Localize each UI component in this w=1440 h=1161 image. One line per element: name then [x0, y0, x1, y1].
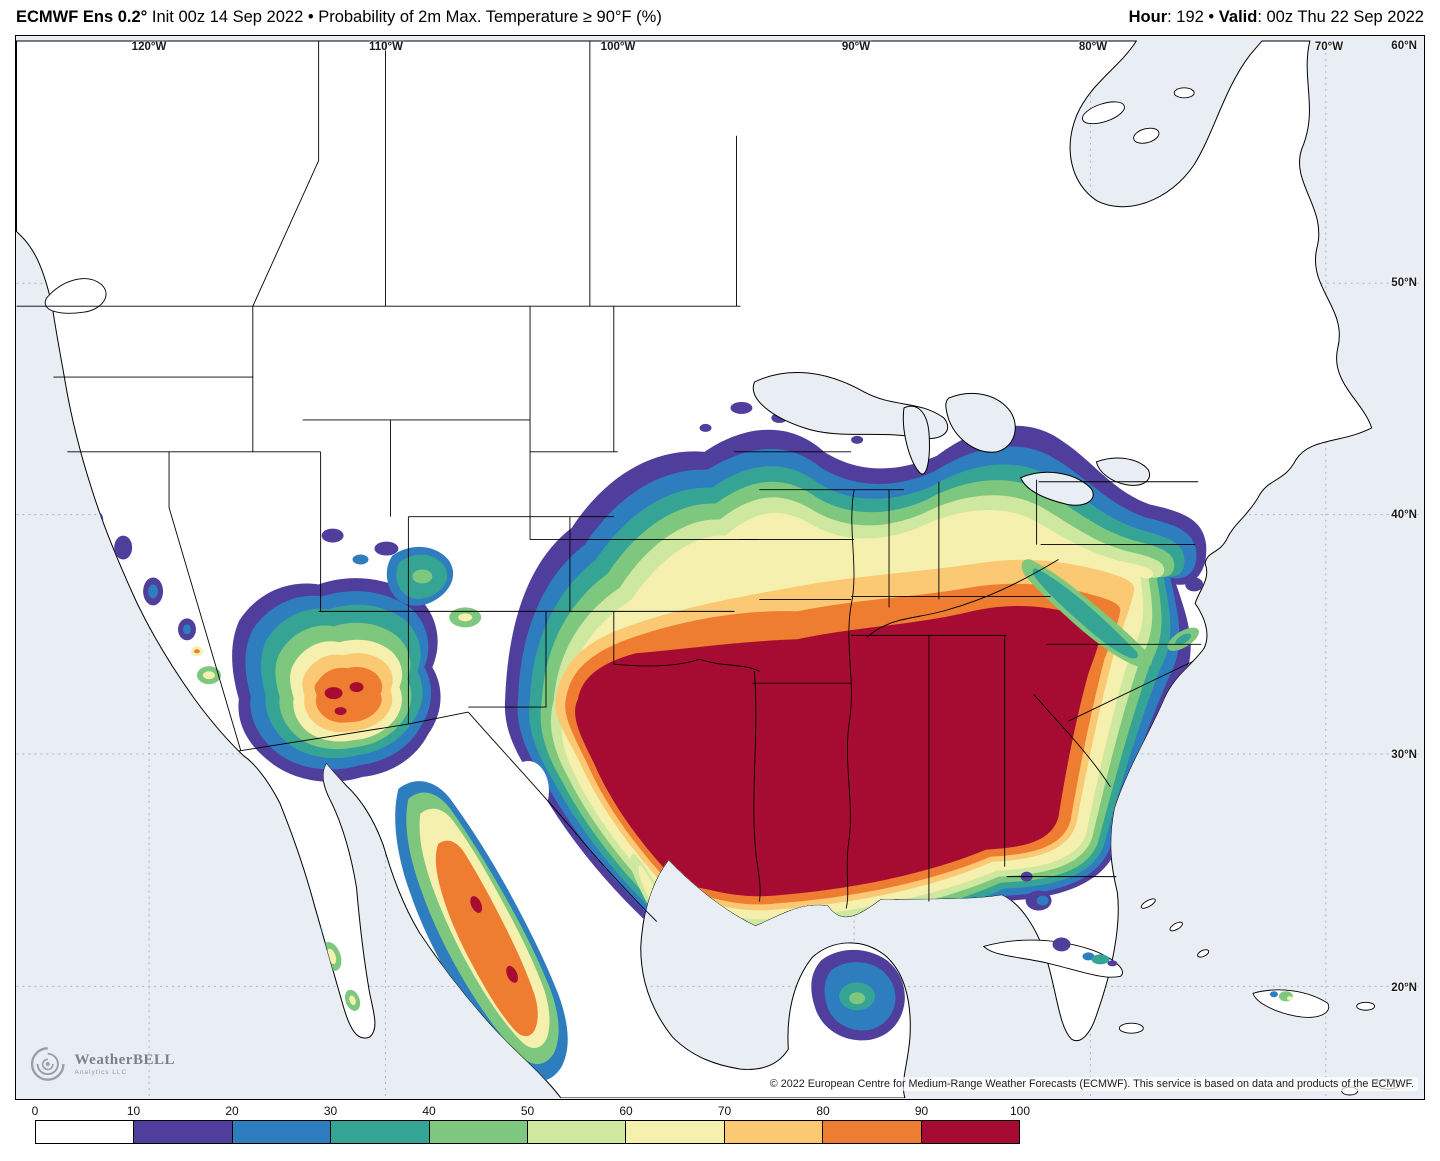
colorbar-ticks: 0 10 20 30 40 50 60 70 80 90 100 [31, 1104, 1030, 1120]
colorbar-segment [626, 1121, 725, 1143]
map-graphic [16, 36, 1423, 1098]
colorbar-tick: 50 [520, 1104, 535, 1118]
colorbar-segment [823, 1121, 922, 1143]
colorbar-segment [36, 1121, 135, 1143]
valid-time: Hour: 192 • Valid: 00z Thu 22 Sep 2022 [1129, 8, 1424, 27]
hour-value: : 192 [1167, 7, 1204, 26]
swirl-logo-icon [30, 1047, 65, 1081]
header-bar: ECMWF Ens 0.2° Init 00z 14 Sep 2022 • Pr… [0, 0, 1440, 34]
lat-label: 40°N [1391, 509, 1417, 521]
colorbar-tick: 30 [323, 1104, 338, 1118]
attribution: © 2022 European Centre for Medium-Range … [765, 1077, 1418, 1091]
colorbar-segment [724, 1121, 824, 1143]
lat-label: 60°N [1391, 40, 1417, 52]
map-title: ECMWF Ens 0.2° Init 00z 14 Sep 2022 • Pr… [16, 8, 662, 27]
valid-value: : 00z Thu 22 Sep 2022 [1257, 7, 1424, 26]
lat-label: 50°N [1391, 277, 1417, 289]
colorbar-tick: 70 [717, 1104, 732, 1118]
hour-label: Hour [1128, 7, 1168, 26]
colorbar-tick: 80 [816, 1104, 830, 1118]
colorbar-track [35, 1120, 1020, 1144]
lon-label: 110°W [368, 41, 404, 53]
weatherbell-logo: WeatherBELL Analytics LLC [25, 1032, 175, 1096]
lon-label: 100°W [600, 41, 636, 53]
great-lakes [752, 371, 1150, 506]
colorbar: 0 10 20 30 40 50 60 70 80 90 100 [31, 1104, 1030, 1144]
lon-label: 80°W [1078, 41, 1108, 53]
colorbar-segment [921, 1121, 1020, 1143]
lat-label: 20°N [1391, 982, 1417, 994]
lon-label: 70°W [1314, 41, 1344, 53]
state-borders [16, 40, 1202, 922]
colorbar-segment [429, 1121, 529, 1143]
title-subtitle: Init 00z 14 Sep 2022 • Probability of 2m… [147, 7, 662, 26]
weather-map: 120°W 110°W 100°W 90°W 80°W 70°W 60°N 50… [15, 35, 1425, 1100]
colorbar-tick: 60 [619, 1104, 633, 1118]
valid-label: Valid [1218, 7, 1258, 26]
lon-label: 120°W [131, 41, 167, 53]
colorbar-segment [232, 1121, 332, 1143]
colorbar-tick: 0 [31, 1104, 39, 1118]
colorbar-tick: 90 [914, 1104, 929, 1118]
probability-field [91, 401, 1260, 1082]
colorbar-segment [331, 1121, 430, 1143]
lat-label: 30°N [1391, 749, 1417, 761]
colorbar-tick: 40 [422, 1104, 436, 1118]
logo-name: WeatherBELL [74, 1052, 175, 1068]
model-name: ECMWF Ens 0.2° [16, 7, 148, 26]
colorbar-tick: 100 [1009, 1104, 1031, 1118]
logo-subtitle: Analytics LLC [74, 1069, 128, 1076]
bullet-sep: • [1203, 7, 1219, 26]
colorbar-segment [134, 1121, 233, 1143]
lon-label: 90°W [841, 41, 871, 53]
colorbar-segment [528, 1121, 627, 1143]
colorbar-tick: 10 [126, 1104, 141, 1118]
island-probability-specks [1082, 952, 1293, 1002]
colorbar-tick: 20 [225, 1104, 239, 1118]
